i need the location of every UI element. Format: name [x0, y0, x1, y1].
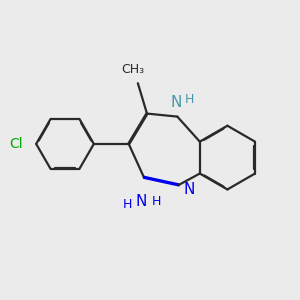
- Text: N: N: [135, 194, 147, 209]
- Text: Cl: Cl: [10, 137, 23, 151]
- Text: H: H: [122, 198, 132, 211]
- Text: N: N: [184, 182, 195, 197]
- Text: H: H: [185, 93, 194, 106]
- Text: CH₃: CH₃: [122, 63, 145, 76]
- Text: N: N: [170, 95, 182, 110]
- Text: H: H: [152, 195, 161, 208]
